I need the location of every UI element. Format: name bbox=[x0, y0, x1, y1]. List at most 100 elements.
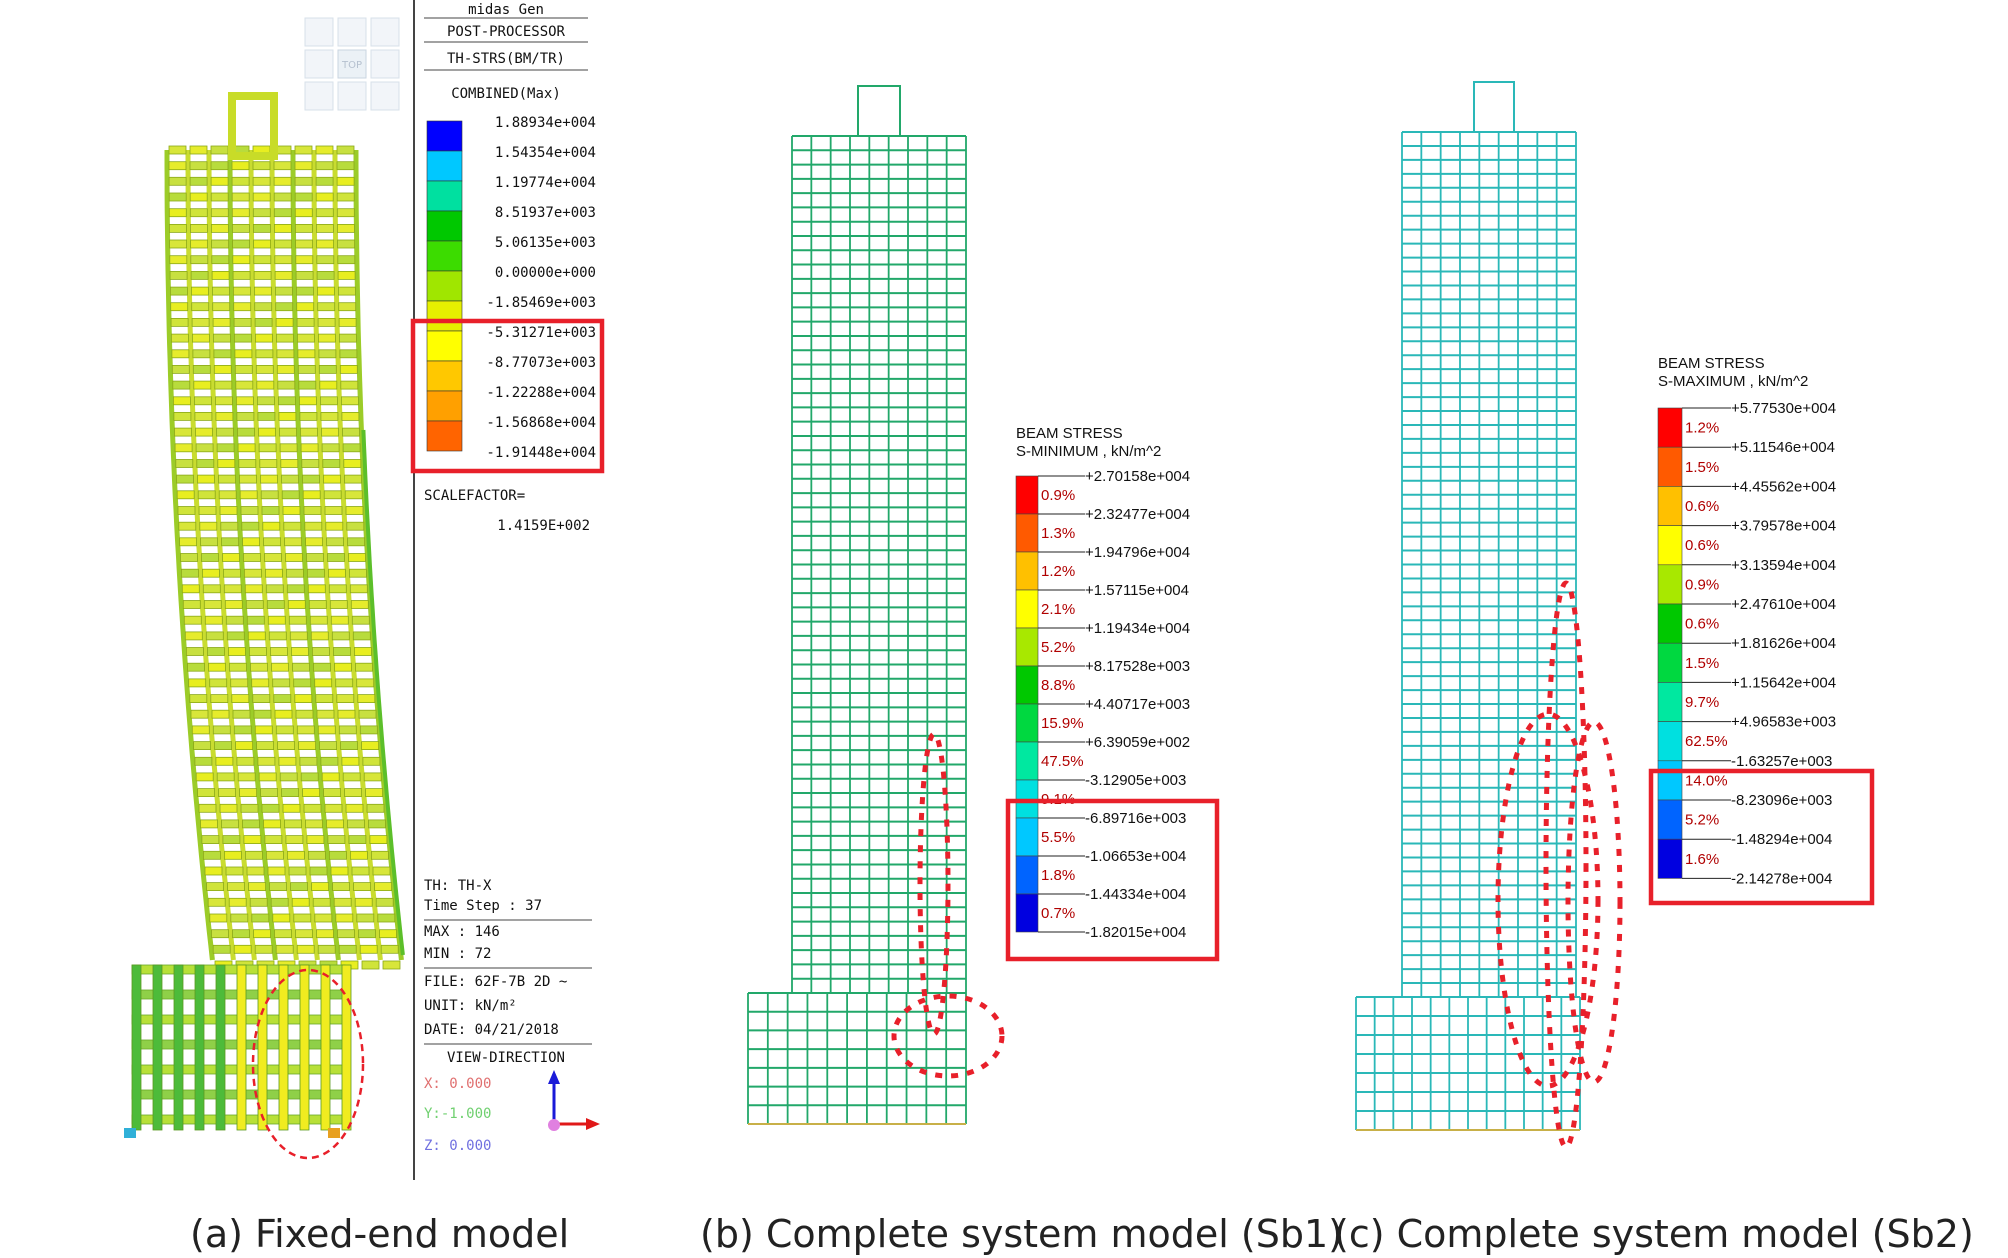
mesh-a-beam bbox=[251, 913, 270, 923]
mesh-a-beam bbox=[330, 615, 349, 625]
mesh-a-beam bbox=[242, 537, 261, 547]
mesh-a-beam bbox=[195, 443, 214, 453]
mesh-a-beam bbox=[232, 709, 251, 719]
mesh-a-column bbox=[290, 150, 341, 961]
mesh-a-beam bbox=[290, 882, 309, 891]
mesh-a-beam bbox=[200, 537, 219, 547]
mesh-a-beam bbox=[233, 317, 252, 327]
mesh-a-beam bbox=[253, 255, 272, 265]
mesh-a-base-column bbox=[131, 964, 142, 1131]
mesh-a-beam bbox=[238, 459, 257, 468]
mesh-a-beam bbox=[246, 866, 265, 876]
mesh-a-beam bbox=[278, 756, 297, 766]
mesh-a-beam bbox=[223, 584, 242, 594]
mesh-a-beam bbox=[374, 882, 393, 891]
mesh-a-beam bbox=[274, 286, 293, 296]
mesh-a-beam bbox=[198, 803, 217, 813]
legend-value: -1.06653e+004 bbox=[1085, 848, 1186, 865]
mesh-a-beam bbox=[253, 286, 272, 296]
mesh-a-beam bbox=[272, 913, 291, 923]
file-label: FILE: 62F-7B 2D ~ bbox=[424, 974, 567, 990]
legend-percent: 0.9% bbox=[1041, 487, 1075, 504]
mesh-a-beam bbox=[258, 772, 277, 782]
mesh-a-beam bbox=[337, 709, 356, 719]
mesh-a-beam bbox=[243, 568, 262, 578]
legend-value: +1.94796e+004 bbox=[1085, 544, 1190, 561]
mesh-a-beam bbox=[333, 897, 352, 907]
legend-value: -1.63257e+003 bbox=[1731, 753, 1832, 770]
mesh-a-beam bbox=[260, 788, 279, 797]
mesh-a-beam bbox=[254, 333, 273, 343]
legend-value: +4.45562e+004 bbox=[1731, 478, 1836, 495]
mesh-a-beam bbox=[231, 694, 250, 703]
mesh-a-beam bbox=[252, 192, 271, 202]
mesh-a-beam bbox=[204, 866, 223, 876]
mesh-a-beam bbox=[190, 286, 209, 296]
mesh-a-beam bbox=[352, 631, 371, 641]
mesh-a-beam bbox=[284, 819, 302, 829]
legend-band bbox=[1657, 760, 1683, 801]
legend-b: +2.70158e+004 +2.32477e+004 +1.94796e+004 +… bbox=[1015, 468, 1190, 941]
mesh-a-beam bbox=[189, 176, 208, 186]
mesh-a-beam bbox=[281, 474, 299, 484]
mesh-a-beam bbox=[279, 427, 297, 437]
mesh-a-beam bbox=[227, 882, 246, 891]
mesh-a-beam bbox=[357, 694, 376, 703]
mesh-a-column bbox=[164, 150, 215, 961]
header-line-1: midas Gen bbox=[468, 2, 544, 18]
mesh-a-beam bbox=[204, 615, 223, 625]
mesh-a-beam bbox=[213, 364, 232, 374]
mesh-a-beam bbox=[284, 537, 303, 547]
mesh-a-beam bbox=[332, 647, 351, 656]
mesh-a-beam bbox=[254, 317, 273, 327]
mesh-a-beam bbox=[301, 459, 320, 468]
mesh-a-beam bbox=[240, 803, 259, 813]
z-direction-label: Z: 0.000 bbox=[424, 1138, 491, 1154]
legend-value: -1.82015e+004 bbox=[1085, 924, 1186, 941]
mesh-a-beam bbox=[309, 615, 328, 625]
mesh-a-beam bbox=[191, 333, 210, 343]
mesh-a-beam bbox=[279, 772, 298, 782]
mesh-a-beam bbox=[336, 161, 355, 171]
mesh-a-beam bbox=[292, 662, 310, 672]
th-label: TH: TH-X bbox=[424, 878, 492, 894]
mesh-a-beam bbox=[274, 255, 293, 265]
mesh-a-beam bbox=[168, 223, 187, 233]
mesh-a-beam bbox=[354, 897, 373, 907]
mesh-a-beam bbox=[208, 662, 226, 672]
legend-a-value: -1.56868e+004 bbox=[486, 415, 596, 431]
legend-percent: 0.7% bbox=[1041, 905, 1075, 922]
mesh-a-beam bbox=[210, 192, 229, 202]
legend-percent: 15.9% bbox=[1041, 715, 1084, 732]
legend-band bbox=[1015, 741, 1039, 781]
mesh-a-beam bbox=[261, 506, 280, 515]
mesh-a-beam bbox=[294, 208, 313, 218]
legend-value: +4.96583e+003 bbox=[1731, 714, 1836, 731]
mesh-a-beam bbox=[286, 850, 305, 860]
mesh-a-beam bbox=[315, 223, 334, 233]
mesh-a-beam bbox=[228, 897, 247, 907]
mesh-a-beam bbox=[317, 333, 336, 343]
legend-value: +8.17528e+003 bbox=[1085, 658, 1190, 675]
mesh-a-beam bbox=[320, 411, 339, 421]
panel-a: TOP midas Gen POST-PROCESSOR TH-STRS(BM/… bbox=[124, 0, 605, 1180]
mesh-a-beam bbox=[341, 756, 360, 766]
view-cube-icon[interactable]: TOP bbox=[303, 15, 409, 113]
mesh-a-beam bbox=[233, 725, 252, 735]
mesh-a-beam bbox=[273, 208, 292, 218]
legend-band bbox=[1657, 721, 1683, 762]
mesh-a-beam bbox=[223, 850, 242, 860]
mesh-a-beam bbox=[300, 772, 319, 782]
legend-percent: 9.7% bbox=[1685, 694, 1719, 711]
mesh-a-beam bbox=[281, 490, 300, 500]
legend-a-band bbox=[426, 150, 463, 182]
mesh-a-beam bbox=[275, 725, 294, 735]
mesh-a-beam bbox=[222, 568, 241, 578]
scale-factor-label: SCALEFACTOR= bbox=[424, 488, 525, 504]
legend-percent: 5.5% bbox=[1041, 829, 1075, 846]
mesh-a-beam bbox=[190, 239, 209, 249]
mesh-a-beam bbox=[315, 192, 334, 202]
mesh-a-beam bbox=[370, 850, 389, 860]
legend-a-value: 0.00000e+000 bbox=[495, 265, 596, 281]
mesh-a-beam bbox=[212, 317, 231, 327]
